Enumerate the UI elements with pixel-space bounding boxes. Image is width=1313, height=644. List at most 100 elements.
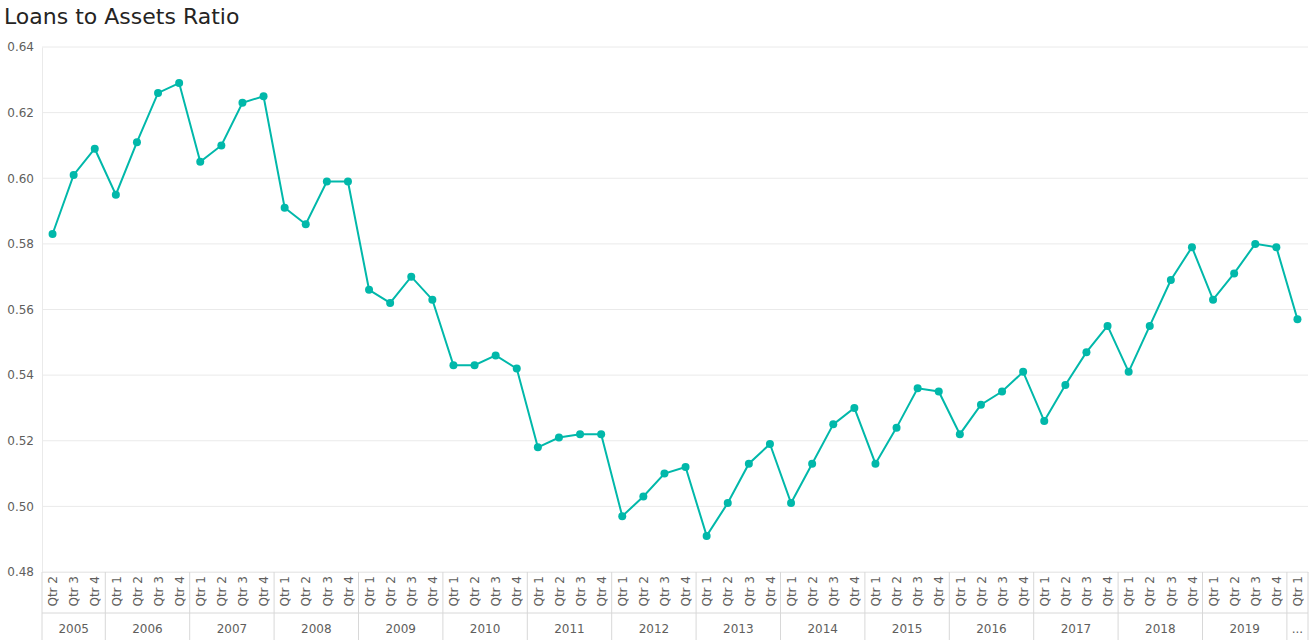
x-tick-label: Qtr 4 <box>1101 576 1115 607</box>
x-tick-label: Qtr 3 <box>827 576 841 607</box>
point <box>344 178 352 186</box>
point <box>576 430 584 438</box>
x-tick-label: Qtr 1 <box>532 576 546 607</box>
y-tick: 0.62 <box>7 106 42 120</box>
x-tick: Qtr 1 <box>1291 572 1305 607</box>
point <box>597 430 605 438</box>
line <box>53 83 1298 536</box>
y-tick-label: 0.50 <box>7 500 34 514</box>
point <box>935 388 943 396</box>
x-tick: Qtr 4 <box>426 572 440 607</box>
x-tick: Qtr 3 <box>743 572 757 607</box>
year-label: 2018 <box>1145 622 1176 636</box>
point <box>1251 240 1259 248</box>
point <box>449 361 457 369</box>
y-tick-label: 0.56 <box>7 303 34 317</box>
point <box>1209 296 1217 304</box>
x-tick-label: Qtr 2 <box>890 576 904 607</box>
x-tick: Qtr 1 <box>532 572 546 607</box>
y-tick-label: 0.60 <box>7 172 34 186</box>
x-tick: Qtr 2 <box>1228 572 1242 607</box>
grid-line <box>42 178 1308 179</box>
year-label: 2007 <box>217 622 248 636</box>
point <box>639 493 647 501</box>
x-tick: Qtr 3 <box>489 572 503 607</box>
x-tick-label: Qtr 3 <box>236 576 250 607</box>
point <box>1104 322 1112 330</box>
y-tick-label: 0.64 <box>7 40 34 54</box>
year-separator <box>274 572 275 640</box>
point <box>407 273 415 281</box>
x-tick-label: Qtr 1 <box>447 576 461 607</box>
year-label: 2006 <box>132 622 163 636</box>
x-tick: Qtr 1 <box>110 572 124 607</box>
x-tick: Qtr 2 <box>806 572 820 607</box>
y-tick: 0.48 <box>7 565 42 579</box>
point <box>133 138 141 146</box>
x-tick-label: Qtr 4 <box>595 576 609 607</box>
year-label: 2016 <box>976 622 1007 636</box>
x-tick: Qtr 4 <box>1186 572 1200 607</box>
x-tick-label: Qtr 3 <box>743 576 757 607</box>
y-tick: 0.56 <box>7 303 42 317</box>
x-tick: Qtr 1 <box>785 572 799 607</box>
x-tick-label: Qtr 2 <box>1059 576 1073 607</box>
plot-area <box>49 79 1302 540</box>
y-tick: 0.50 <box>7 500 42 514</box>
year-separator <box>611 572 612 640</box>
x-tick-label: Qtr 3 <box>152 576 166 607</box>
y-tick-label: 0.48 <box>7 565 34 579</box>
x-tick: Qtr 3 <box>405 572 419 607</box>
year-separator <box>105 572 106 640</box>
grid-line <box>42 47 1308 48</box>
year-separator <box>358 572 359 640</box>
year-separator <box>696 572 697 640</box>
year-label: 2019 <box>1229 622 1260 636</box>
x-tick: Qtr 4 <box>342 572 356 607</box>
x-tick: Qtr 1 <box>1122 572 1136 607</box>
x-tick-label: Qtr 4 <box>342 576 356 607</box>
year-label: 2015 <box>892 622 923 636</box>
x-tick-label: Qtr 4 <box>679 576 693 607</box>
y-tick: 0.58 <box>7 237 42 251</box>
x-tick-label: Qtr 2 <box>131 576 145 607</box>
point <box>703 532 711 540</box>
x-tick: Qtr 2 <box>384 572 398 607</box>
x-tick-label: Qtr 2 <box>806 576 820 607</box>
x-tick-label: Qtr 3 <box>996 576 1010 607</box>
x-tick-label: Qtr 4 <box>510 576 524 607</box>
year-separator <box>1118 572 1119 640</box>
x-tick-label: Qtr 4 <box>1270 576 1284 607</box>
x-tick: Qtr 1 <box>1038 572 1052 607</box>
x-tick: Qtr 3 <box>1165 572 1179 607</box>
x-tick-label: Qtr 2 <box>553 576 567 607</box>
point <box>1272 243 1280 251</box>
x-tick-label: Qtr 1 <box>954 576 968 607</box>
point <box>196 158 204 166</box>
year-label: ... <box>1292 622 1303 636</box>
point <box>217 141 225 149</box>
x-tick: Qtr 1 <box>869 572 883 607</box>
year-label: 2005 <box>58 622 89 636</box>
x-tick-label: Qtr 4 <box>764 576 778 607</box>
x-tick-label: Qtr 3 <box>321 576 335 607</box>
x-tick: Qtr 3 <box>236 572 250 607</box>
year-separator <box>527 572 528 640</box>
x-tick: Qtr 3 <box>996 572 1010 607</box>
x-tick: Qtr 4 <box>764 572 778 607</box>
year-label: 2010 <box>470 622 501 636</box>
year-label: 2008 <box>301 622 332 636</box>
year-label: 2012 <box>639 622 670 636</box>
grid-line <box>42 506 1308 507</box>
x-tick: Qtr 2 <box>131 572 145 607</box>
x-tick: Qtr 2 <box>721 572 735 607</box>
point <box>893 424 901 432</box>
point <box>998 388 1006 396</box>
point <box>1230 269 1238 277</box>
point <box>829 420 837 428</box>
x-tick: Qtr 4 <box>595 572 609 607</box>
point <box>555 433 563 441</box>
x-tick: Qtr 2 <box>637 572 651 607</box>
year-separator <box>442 572 443 640</box>
year-label: 2011 <box>554 622 585 636</box>
